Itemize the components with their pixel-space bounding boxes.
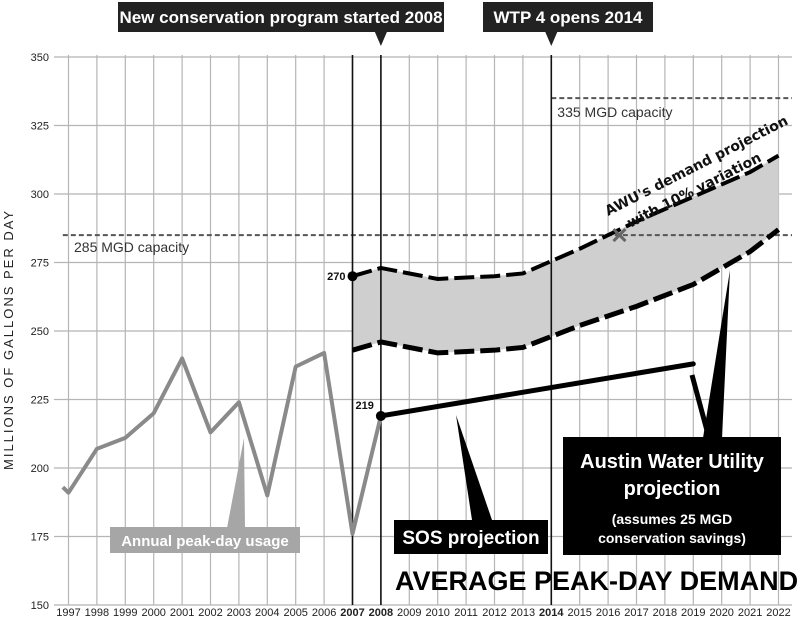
x-tick-label: 2020: [709, 607, 733, 619]
usage-line: [61, 350, 383, 536]
usage-label-box: [110, 527, 300, 553]
y-axis-label: MILLIONS OF GALLONS PER DAY: [1, 209, 16, 470]
x-tick-label: 2010: [425, 607, 449, 619]
variation-band-area: [352, 155, 779, 353]
capacity-lines: 285 MGD capacity 335 MGD capacity: [62, 97, 792, 255]
x-tick-label: 2000: [141, 607, 165, 619]
sos-label: SOS projection: [402, 528, 539, 549]
awu-box-title: Austin Water Utility: [580, 451, 765, 473]
x-tick-label: 2002: [198, 607, 222, 619]
awu-box-note: (assumes 25 MGD: [612, 511, 733, 527]
y-tick-label: 200: [31, 463, 49, 475]
awu-box-title-2: projection: [624, 478, 721, 500]
x-tick-label: 2013: [511, 607, 535, 619]
x-tick-label: 2017: [624, 607, 648, 619]
sos-label-pointer: [456, 415, 492, 520]
usage-label-pointer: [227, 438, 245, 528]
awu-box-note-2: conservation savings): [598, 530, 746, 546]
usage-label: Annual peak-day usage: [121, 533, 289, 550]
vertical-markers: New conservation program started 2008 WTP…: [118, 2, 653, 605]
x-tick-label: 2021: [738, 607, 762, 619]
banner-pointer: [374, 32, 387, 46]
x-tick-label: 1999: [113, 607, 137, 619]
x-tick-label: 2015: [567, 607, 591, 619]
awu-box-pointer-sos: [689, 374, 712, 439]
y-tick-label: 150: [31, 600, 49, 612]
y-tick-label: 175: [31, 532, 49, 544]
awu-lower-line: [351, 227, 781, 356]
x-tick-label: 2001: [170, 607, 194, 619]
chart-title: AVERAGE PEAK-DAY DEMAND: [395, 566, 798, 596]
y-tick-label: 350: [31, 52, 49, 64]
banner-label: New conservation program started 2008: [119, 8, 442, 27]
awu-upper-line: [351, 153, 780, 281]
awu-box: [563, 437, 781, 555]
y-tick-label: 225: [31, 395, 49, 407]
crossing-marker: [612, 228, 627, 243]
series-lines: [61, 153, 781, 536]
x-tick-label: 2011: [454, 607, 478, 619]
x-tick-label: 2018: [653, 607, 677, 619]
x-tick-label: 2008: [369, 607, 393, 619]
x-tick-label: 2006: [312, 607, 336, 619]
y-tick-label: 250: [31, 326, 49, 338]
x-tick-label: 2009: [397, 607, 421, 619]
data-point-dot: [375, 410, 386, 421]
y-tick-label: 300: [31, 189, 49, 201]
variation-band: [352, 155, 779, 353]
y-tick-label: 325: [31, 121, 49, 133]
x-tick-label: 2014: [539, 607, 564, 619]
data-point-label: 219: [356, 400, 374, 412]
capacity-label: 285 MGD capacity: [74, 239, 189, 255]
x-tick-label: 2019: [681, 607, 705, 619]
x-tick-label: 1997: [56, 607, 80, 619]
axis-ticks: 150 175 200 225 250 275 300 325 350 1997 1998 1999 2…: [31, 52, 791, 619]
x-tick-label: 1998: [85, 607, 109, 619]
banner-box: [483, 2, 653, 32]
banner-pointer: [545, 32, 558, 46]
banner-box: [118, 2, 444, 32]
x-tick-label: 2012: [482, 607, 506, 619]
y-tick-label: 275: [31, 258, 49, 270]
data-point-dot: [347, 271, 358, 282]
sos-label-box: [394, 520, 548, 554]
awu-box-pointer-lower: [703, 270, 730, 438]
x-tick-label: 2004: [255, 607, 279, 619]
x-tick-label: 2003: [227, 607, 251, 619]
x-tick-label: 2022: [766, 607, 790, 619]
x-tick-label: 2007: [340, 607, 364, 619]
x-tick-label: 2005: [283, 607, 307, 619]
banner-label: WTP 4 opens 2014: [494, 8, 644, 27]
capacity-label: 335 MGD capacity: [557, 104, 672, 120]
data-point-label: 270: [327, 271, 345, 283]
x-tick-label: 2016: [596, 607, 620, 619]
sos-projection-line: [378, 361, 696, 419]
